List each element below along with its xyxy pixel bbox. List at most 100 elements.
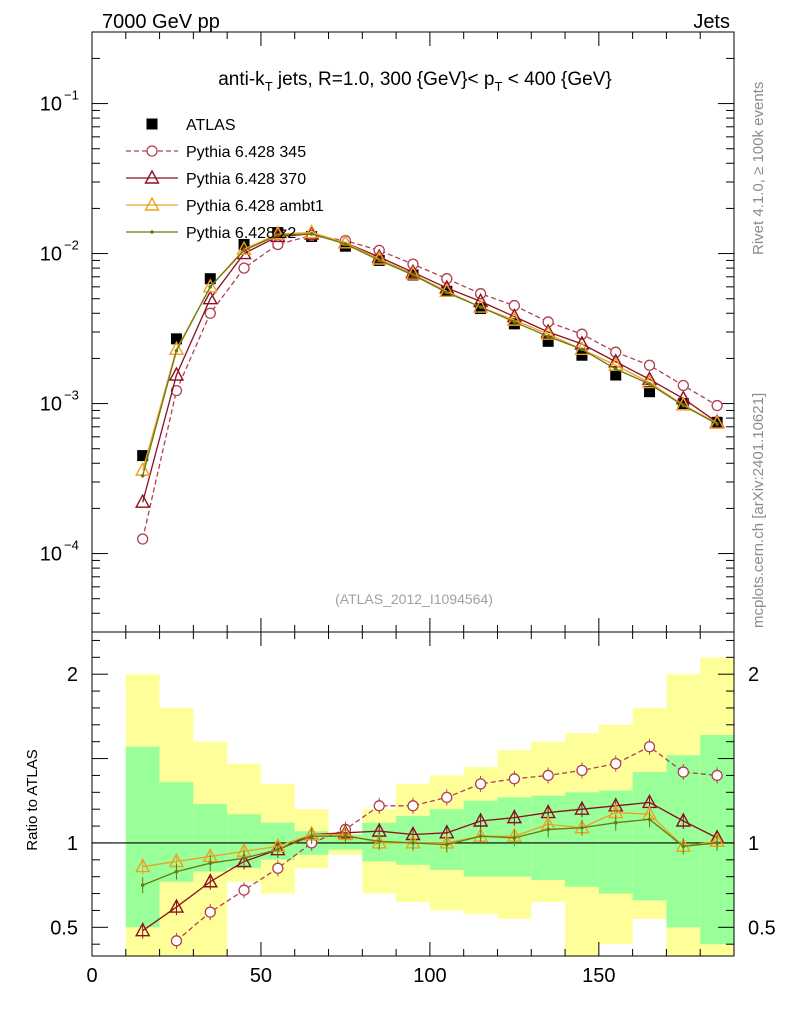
top-series (135, 224, 725, 545)
data-point (613, 367, 618, 371)
data-point (303, 224, 320, 239)
data-point (174, 348, 179, 353)
y-tick-label: 10 (40, 394, 62, 416)
legend-label: Pythia 6.428 ambt1 (186, 198, 324, 215)
ratio-point (506, 809, 523, 824)
ratio-point (373, 800, 385, 812)
data-point (647, 382, 652, 386)
data-point (641, 374, 658, 389)
ratio-y-tick-label: 1 (67, 833, 78, 855)
data-point (208, 285, 213, 289)
ratio-point (170, 935, 183, 947)
legend-marker (144, 196, 160, 211)
data-point (411, 273, 415, 277)
ratio-line (142, 818, 718, 886)
data-point (137, 450, 149, 462)
ratio-point (343, 834, 348, 838)
ratio-point (643, 741, 656, 753)
ratio-point (711, 769, 723, 782)
ratio-point (242, 856, 246, 860)
legend-marker (146, 118, 158, 130)
ratio-point (208, 861, 213, 865)
data-point (202, 278, 218, 293)
header-left: 7000 GeV pp (102, 11, 220, 33)
ratio-point (542, 769, 554, 782)
ratio-y-tick-label: 2 (67, 664, 78, 686)
ratio-point (236, 853, 252, 868)
x-tick-label: 150 (582, 965, 615, 987)
band-inner (125, 746, 160, 928)
legend-marker (144, 169, 160, 184)
ratio-point (174, 869, 179, 874)
x-tick-label: 100 (413, 965, 446, 987)
data-point (675, 390, 691, 405)
y-tick-exponent: −1 (64, 88, 79, 103)
ratio-line (142, 811, 718, 868)
top-panel-frame (91, 31, 735, 633)
data-point (309, 232, 314, 236)
legend-marker (150, 230, 154, 234)
ratio-panel-frame (91, 631, 735, 957)
ratio-point (135, 922, 151, 937)
x-tick-label: 50 (250, 965, 272, 987)
data-point (677, 379, 689, 392)
data-point (576, 328, 588, 340)
data-point (681, 403, 686, 408)
data-point (337, 234, 354, 249)
data-point (170, 384, 183, 397)
ratio-point (377, 839, 382, 844)
ratio-point (411, 841, 415, 845)
ratio-point (272, 862, 284, 874)
ratio-point (613, 820, 618, 825)
legend: ATLAS Pythia 6.428 345 Pythia 6.428 370 Pyt… (126, 117, 324, 242)
ratio-point (140, 883, 145, 887)
y-tick-label: 10 (40, 544, 62, 566)
chart-title: anti-kT jets, R=1.0, 300 {GeV}< pT < 400… (218, 69, 612, 94)
ratio-y-tick-label-right: 1 (748, 833, 759, 855)
data-point (170, 333, 182, 345)
mcplots-label: mcplots.cern.ch [arXiv:2401.10621] (750, 393, 767, 628)
data-point (202, 290, 218, 305)
data-point (242, 248, 246, 253)
ratio-y-tick-label: 0.5 (50, 917, 78, 939)
ratio-y-tick-label-right: 2 (748, 664, 759, 686)
data-point (272, 227, 284, 239)
band-inner (632, 772, 667, 901)
ratio-point (135, 858, 151, 873)
data-point (238, 238, 250, 250)
data-point (444, 290, 449, 295)
ratio-y-tick-label-right: 0.5 (748, 917, 776, 939)
data-point (204, 307, 216, 319)
legend-label: ATLAS (186, 117, 236, 134)
y-tick-exponent: −2 (64, 238, 79, 253)
ratio-point (472, 812, 489, 827)
x-tick-label: 0 (86, 965, 97, 987)
y-tick-exponent: −3 (64, 388, 79, 403)
data-point (405, 263, 421, 279)
ratio-point (576, 764, 588, 777)
data-point (644, 386, 656, 398)
ratio-point (675, 812, 691, 827)
data-point (236, 240, 252, 255)
ratio-point (715, 841, 719, 845)
ratio-point (647, 817, 652, 822)
ratio-point (444, 842, 449, 847)
ratio-series (135, 738, 725, 949)
data-point (168, 366, 185, 381)
data-point (540, 325, 556, 340)
ratio-ylabel: Ratio to ATLAS (24, 749, 41, 850)
legend-marker (146, 145, 158, 157)
ratio-point (407, 800, 419, 812)
ratio-point (202, 873, 218, 888)
ratio-point (168, 898, 185, 913)
data-point (135, 493, 151, 508)
y-tick-label: 10 (40, 244, 62, 266)
ratio-point (574, 800, 590, 815)
legend-label: Pythia 6.428 345 (186, 144, 306, 161)
data-point (546, 334, 550, 339)
y-tick-exponent: −4 (64, 538, 79, 553)
data-point (377, 258, 382, 263)
data-point (238, 262, 250, 274)
data-point (711, 399, 723, 412)
